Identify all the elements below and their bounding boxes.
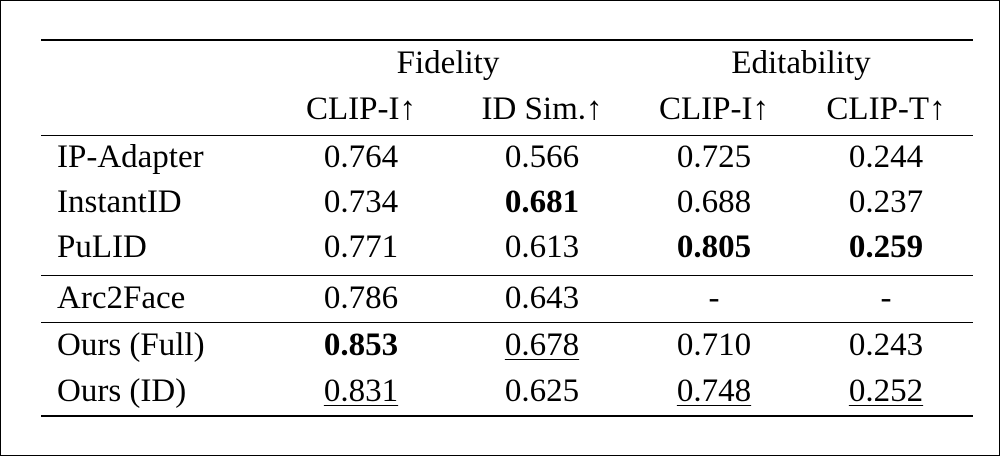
metric-value: 0.243 <box>848 327 924 363</box>
metric-value: 0.259 <box>848 229 924 265</box>
metric-value: 0.764 <box>323 139 399 175</box>
metric-value: 0.678 <box>504 327 580 363</box>
group-rule-2 <box>41 322 973 323</box>
top-rule <box>41 39 973 41</box>
column-header-fidelity-clip-i: CLIP-I↑ <box>306 91 416 127</box>
metric-value: 0.681 <box>504 184 580 220</box>
metric-value: 0.566 <box>504 139 580 175</box>
column-header-editability-clip-i: CLIP-I↑ <box>659 91 769 127</box>
metric-value: 0.613 <box>504 229 580 265</box>
method-name: Ours (ID) <box>57 373 187 409</box>
metric-value: 0.237 <box>848 184 924 220</box>
column-header-clip-t: CLIP-T↑ <box>826 91 946 127</box>
method-name: Ours (Full) <box>57 327 205 363</box>
metric-value: 0.734 <box>323 184 399 220</box>
metric-value: - <box>880 280 892 316</box>
method-name: IP-Adapter <box>57 139 204 175</box>
method-name: InstantID <box>57 184 182 220</box>
metric-value: 0.725 <box>676 139 752 175</box>
metric-value: 0.710 <box>676 327 752 363</box>
metric-value: 0.805 <box>676 229 752 265</box>
group-header-fidelity: Fidelity <box>396 45 500 81</box>
bottom-rule <box>41 415 973 417</box>
group-header-editability: Editability <box>731 45 871 81</box>
metric-value: 0.853 <box>323 327 399 363</box>
metric-value: 0.688 <box>676 184 752 220</box>
metric-value: 0.748 <box>676 373 752 409</box>
header-rule <box>41 135 973 136</box>
metric-value: - <box>708 280 720 316</box>
method-name: Arc2Face <box>57 280 186 316</box>
column-header-id-sim: ID Sim.↑ <box>481 91 603 127</box>
group-rule-1 <box>41 275 973 276</box>
metric-value: 0.244 <box>848 139 924 175</box>
method-name: PuLID <box>57 229 147 265</box>
metric-value: 0.786 <box>323 280 399 316</box>
metric-value: 0.831 <box>323 373 399 409</box>
metric-value: 0.625 <box>504 373 580 409</box>
metric-value: 0.252 <box>848 373 924 409</box>
metric-value: 0.643 <box>504 280 580 316</box>
metric-value: 0.771 <box>323 229 399 265</box>
